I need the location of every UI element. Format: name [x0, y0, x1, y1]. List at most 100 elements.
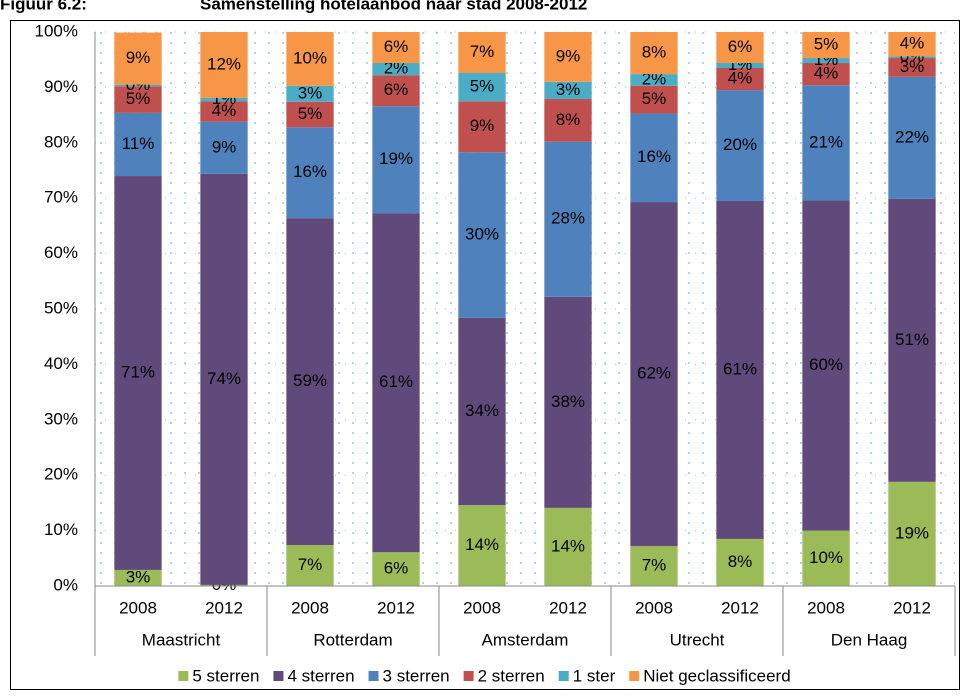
- bar-segment: [630, 113, 678, 203]
- legend-swatch: [629, 671, 640, 681]
- bar-segment: [802, 200, 850, 531]
- legend-label: 2 sterren: [478, 666, 545, 685]
- legend-label: 5 sterren: [192, 666, 259, 685]
- data-label: 8%: [728, 552, 753, 571]
- data-label: 20%: [723, 135, 757, 154]
- y-tick-label: 50%: [44, 298, 78, 317]
- data-label: 4%: [814, 64, 839, 83]
- data-label: 3%: [900, 57, 925, 76]
- data-label: 11%: [122, 134, 155, 153]
- bar-segment: [114, 84, 162, 87]
- bar-segment: [286, 218, 334, 546]
- bar-segment: [888, 76, 936, 199]
- data-label: 6%: [728, 37, 753, 56]
- data-label: 3%: [298, 83, 323, 102]
- data-label: 9%: [470, 116, 495, 135]
- data-label: 8%: [642, 43, 667, 62]
- legend-label: 1 ster: [573, 666, 616, 685]
- group-label: Den Haag: [831, 630, 908, 649]
- bar-segment: [630, 202, 678, 547]
- bar-segment: [802, 530, 850, 586]
- x-tick-label: 2012: [893, 598, 931, 617]
- bar-segment: [716, 68, 764, 91]
- data-label: 9%: [126, 48, 151, 67]
- data-label: 60%: [809, 355, 843, 374]
- group-label: Rotterdam: [313, 630, 392, 649]
- bar-segment: [802, 63, 850, 86]
- bar-segment: [372, 75, 420, 107]
- data-label: 61%: [723, 359, 757, 378]
- data-label: 71%: [121, 362, 155, 381]
- bar-segment: [888, 198, 936, 482]
- data-label: 7%: [470, 42, 495, 61]
- y-tick-label: 10%: [44, 520, 78, 539]
- legend-swatch: [368, 671, 379, 681]
- bar-segment: [630, 546, 678, 586]
- legend-label: 3 sterren: [383, 666, 450, 685]
- figure-label: Figuur 6.2:: [0, 0, 87, 13]
- bar-segment: [114, 86, 162, 113]
- bar-segment: [802, 32, 850, 59]
- bar-segment: [888, 58, 936, 77]
- data-label: 28%: [551, 209, 585, 228]
- group-label: Utrecht: [670, 630, 725, 649]
- data-label: 4%: [212, 101, 237, 120]
- group-label: Amsterdam: [482, 630, 569, 649]
- bar-segment: [716, 90, 764, 201]
- bar-segment: [286, 127, 334, 219]
- bar-segment: [372, 552, 420, 586]
- bar-segment: [544, 81, 592, 100]
- bar-segment: [544, 296, 592, 508]
- bar-segment: [716, 32, 764, 64]
- data-label: 4%: [900, 34, 925, 53]
- bar-segment: [458, 505, 506, 586]
- data-label: 59%: [293, 371, 327, 390]
- bar-segment: [544, 141, 592, 297]
- data-label: 34%: [465, 401, 499, 420]
- bar-segment: [372, 106, 420, 214]
- legend-swatch: [558, 671, 569, 681]
- data-label: 6%: [384, 37, 409, 56]
- bar-segment: [716, 538, 764, 586]
- data-label: 2%: [384, 59, 409, 78]
- data-label: 21%: [809, 132, 843, 151]
- bar-segment: [544, 507, 592, 586]
- data-label: 30%: [465, 225, 499, 244]
- bar-segment: [286, 85, 334, 102]
- chart-title: Samenstelling hotelaanbod naar stad 2008…: [200, 0, 587, 13]
- bar-segment: [458, 72, 506, 102]
- data-label: 6%: [384, 559, 409, 578]
- data-label: 19%: [895, 523, 929, 542]
- y-tick-label: 0%: [53, 575, 78, 594]
- x-tick-label: 2008: [119, 598, 157, 617]
- data-label: 8%: [556, 110, 581, 129]
- bar-segment: [544, 99, 592, 142]
- data-label: 61%: [379, 372, 413, 391]
- bar-segment: [888, 56, 936, 59]
- data-label: 5%: [298, 104, 323, 123]
- y-tick-label: 40%: [44, 354, 78, 373]
- data-label: 4%: [728, 69, 753, 88]
- data-label: 62%: [637, 364, 671, 383]
- x-tick-label: 2012: [549, 598, 587, 617]
- data-label: 9%: [212, 137, 237, 156]
- bar-segment: [372, 32, 420, 64]
- bar-segment: [286, 545, 334, 586]
- y-tick-label: 70%: [44, 188, 78, 207]
- x-tick-label: 2012: [721, 598, 759, 617]
- bar-segment: [200, 97, 248, 102]
- data-label: 5%: [642, 89, 667, 108]
- legend-swatch: [273, 671, 284, 681]
- x-tick-label: 2012: [205, 598, 243, 617]
- x-tick-label: 2012: [377, 598, 415, 617]
- bar-segment: [286, 32, 334, 86]
- legend-swatch: [463, 671, 474, 681]
- data-label: 16%: [293, 162, 327, 181]
- bar-segment: [630, 32, 678, 75]
- legend-swatch: [178, 671, 189, 681]
- bar-segment: [544, 32, 592, 82]
- y-tick-label: 20%: [44, 465, 78, 484]
- bar-segment: [630, 85, 678, 114]
- data-label: 14%: [551, 536, 585, 555]
